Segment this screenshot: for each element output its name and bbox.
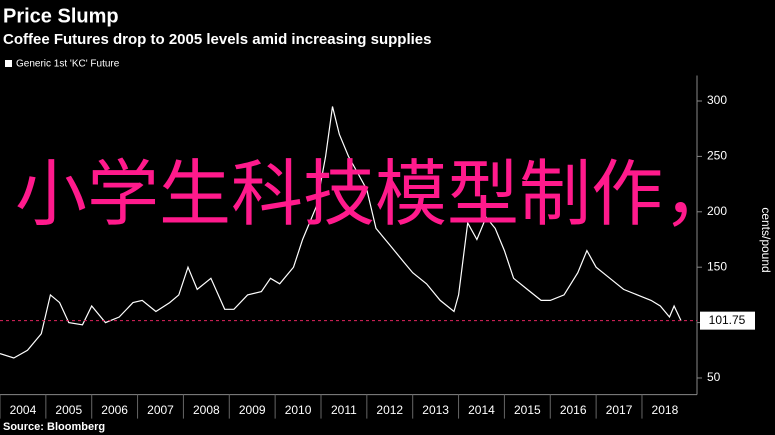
- x-tick-label: 2014: [468, 403, 495, 417]
- x-tick-label: 2005: [55, 403, 82, 417]
- legend-swatch: [5, 60, 12, 67]
- x-tick-label: 2012: [376, 403, 403, 417]
- chart-subtitle: Coffee Futures drop to 2005 levels amid …: [3, 31, 431, 48]
- x-tick-label: 2008: [193, 403, 220, 417]
- x-tick-label: 2004: [10, 403, 37, 417]
- x-tick-label: 2016: [560, 403, 587, 417]
- y-tick-label: 50: [707, 370, 721, 384]
- x-tick-label: 2009: [239, 403, 266, 417]
- overlay-text: 小学生科技模型制作，: [15, 155, 735, 235]
- x-tick-label: 2006: [101, 403, 128, 417]
- x-tick-label: 2013: [422, 403, 449, 417]
- x-tick-label: 2007: [147, 403, 174, 417]
- chart-title: Price Slump: [3, 5, 119, 27]
- y-tick-label: 250: [707, 149, 727, 163]
- y-axis-label: cents/pound: [759, 207, 773, 272]
- x-tick-label: 2017: [606, 403, 633, 417]
- source: Source: Bloomberg: [3, 421, 105, 433]
- x-tick-label: 2015: [514, 403, 541, 417]
- x-tick-label: 2010: [285, 403, 312, 417]
- y-tick-label: 200: [707, 204, 727, 218]
- x-tick-label: 2018: [652, 403, 679, 417]
- y-tick-label: 150: [707, 259, 727, 273]
- y-tick-label: 300: [707, 93, 727, 107]
- legend-label: Generic 1st 'KC' Future: [16, 59, 120, 70]
- x-tick-label: 2011: [331, 403, 357, 417]
- last-value-box: [700, 311, 755, 330]
- series-line: [0, 106, 682, 359]
- last-value-label: 101.75: [709, 313, 746, 327]
